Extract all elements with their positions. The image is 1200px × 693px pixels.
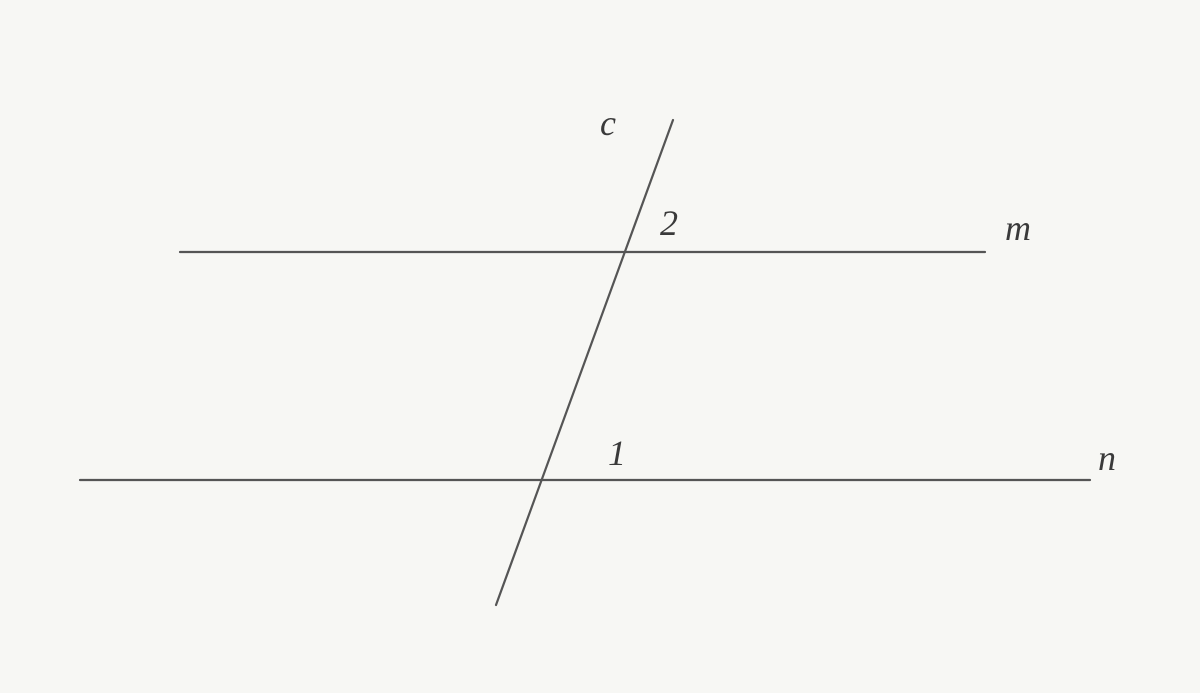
label-c: c (600, 105, 616, 141)
label-m: m (1005, 210, 1031, 246)
label-angle-1: 1 (608, 435, 626, 471)
line-c (496, 120, 673, 605)
label-angle-2: 2 (660, 205, 678, 241)
label-n: n (1098, 440, 1116, 476)
